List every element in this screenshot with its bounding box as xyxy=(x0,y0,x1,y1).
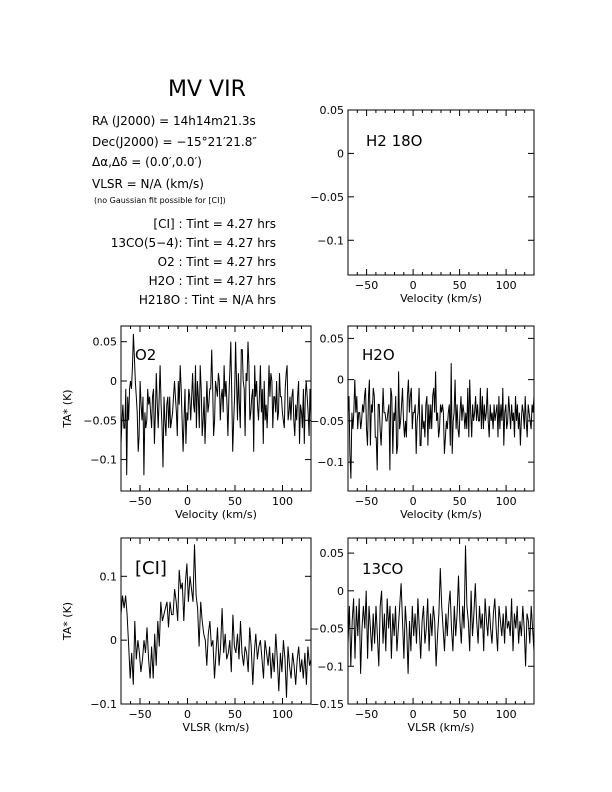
x-axis-label: Velocity (km/s) xyxy=(400,508,482,521)
x-tick-label: 100 xyxy=(496,279,517,292)
y-tick-label: 0 xyxy=(337,147,344,160)
x-axis-label: Velocity (km/s) xyxy=(175,508,257,521)
spectra-panels: −50 0 50 100 0.05 0 −0.05 −0.1 H2 18O Velocity (k… xyxy=(61,104,535,734)
x-tick-label: 50 xyxy=(453,279,467,292)
y-tick-label: 0.05 xyxy=(320,104,345,117)
y-tick-label: −0.05 xyxy=(310,623,344,636)
x-tick-label: 100 xyxy=(272,708,293,721)
spectrum-panel-0: −50 0 50 100 0.05 0 −0.05 −0.1 H2 18O Velocity (k… xyxy=(310,104,535,305)
y-tick-label: 0 xyxy=(337,585,344,598)
x-tick-label: −50 xyxy=(355,708,378,721)
x-tick-label: 50 xyxy=(453,708,467,721)
y-axis-label: TA* (K) xyxy=(61,602,74,641)
spectrum-panel-2: −50 0 50 100 0.05 0 −0.05 −0.1 H2O Velocity (km/s… xyxy=(310,325,535,521)
figure-title: MV VIR xyxy=(168,77,246,102)
y-tick-label: −0.15 xyxy=(310,698,344,711)
x-axis-label: VLSR (km/s) xyxy=(408,721,475,734)
y-tick-label: −0.1 xyxy=(317,234,344,247)
y-tick-label: −0.1 xyxy=(317,456,344,469)
y-tick-label: 0 xyxy=(337,374,344,387)
y-tick-label: 0.05 xyxy=(93,336,118,349)
x-tick-label: 0 xyxy=(410,708,417,721)
x-axis-label: Velocity (km/s) xyxy=(400,292,482,305)
y-tick-label: 0 xyxy=(110,375,117,388)
x-tick-label: 100 xyxy=(496,495,517,508)
x-tick-label: 0 xyxy=(184,495,191,508)
y-tick-label: −0.05 xyxy=(310,415,344,428)
spectrum-panel-3: −50 0 50 100 0.1 0 −0.1 [CI] VLSR (km/s) TA* (K) xyxy=(61,537,312,734)
x-tick-label: 0 xyxy=(184,708,191,721)
vlsr-value: VLSR = N/A (km/s) xyxy=(92,177,204,191)
spectrum-line xyxy=(120,544,312,698)
header-block: MV VIR RA (J2000) = 14h14m21.3s Dec(J200… xyxy=(92,77,276,307)
y-tick-label: −0.1 xyxy=(90,454,117,467)
y-axis-label: TA* (K) xyxy=(61,389,74,428)
x-tick-label: −50 xyxy=(128,495,151,508)
y-tick-label: 0 xyxy=(110,634,117,647)
x-tick-label: 50 xyxy=(453,495,467,508)
x-tick-label: −50 xyxy=(355,495,378,508)
spectrum-line xyxy=(120,333,312,476)
panel-title: H2O xyxy=(362,346,395,364)
y-tick-label: 0.05 xyxy=(320,332,345,345)
integration-ci: [CI] : Tint = 4.27 hrs xyxy=(153,217,276,231)
y-tick-label: −0.1 xyxy=(317,660,344,673)
dec-coordinate: Dec(J2000) = −15°21′21.8″ xyxy=(92,135,257,149)
panel-title: 13CO xyxy=(362,560,403,578)
y-tick-label: 0.05 xyxy=(320,547,345,560)
y-tick-label: −0.05 xyxy=(83,414,117,427)
integration-h218o: H218O : Tint = N/A hrs xyxy=(139,293,276,307)
spectrum-panel-4: −50 0 50 100 0.05 0 −0.05 −0.1 −0.15 13CO VLSR (km… xyxy=(310,537,535,734)
fit-note: (no Gaussian fit possible for [CI]) xyxy=(94,196,226,205)
spectrum-line xyxy=(347,363,535,479)
x-tick-label: −50 xyxy=(128,708,151,721)
x-tick-label: 0 xyxy=(410,495,417,508)
x-tick-label: 0 xyxy=(410,279,417,292)
integration-13co: 13CO(5−4): Tint = 4.27 hrs xyxy=(111,236,276,250)
panel-title: H2 18O xyxy=(366,132,422,150)
offset-coordinate: Δα,Δδ = (0.0′,0.0′) xyxy=(92,155,202,169)
x-tick-label: 50 xyxy=(228,708,242,721)
y-tick-label: 0.1 xyxy=(100,570,118,583)
integration-o2: O2 : Tint = 4.27 hrs xyxy=(158,255,276,269)
spectrum-line xyxy=(347,545,535,674)
y-tick-label: −0.1 xyxy=(90,698,117,711)
ra-coordinate: RA (J2000) = 14h14m21.3s xyxy=(92,114,256,128)
x-tick-label: −50 xyxy=(355,279,378,292)
y-tick-label: −0.05 xyxy=(310,191,344,204)
x-axis-label: VLSR (km/s) xyxy=(183,721,250,734)
panel-title: [CI] xyxy=(135,558,167,579)
x-tick-label: 50 xyxy=(228,495,242,508)
panel-title: O2 xyxy=(135,346,156,364)
x-tick-label: 100 xyxy=(496,708,517,721)
x-tick-label: 100 xyxy=(272,495,293,508)
integration-h2o: H2O : Tint = 4.27 hrs xyxy=(149,274,276,288)
spectrum-panel-1: −50 0 50 100 0.05 0 −0.05 −0.1 O2 Velocity (km/s)… xyxy=(61,325,312,521)
